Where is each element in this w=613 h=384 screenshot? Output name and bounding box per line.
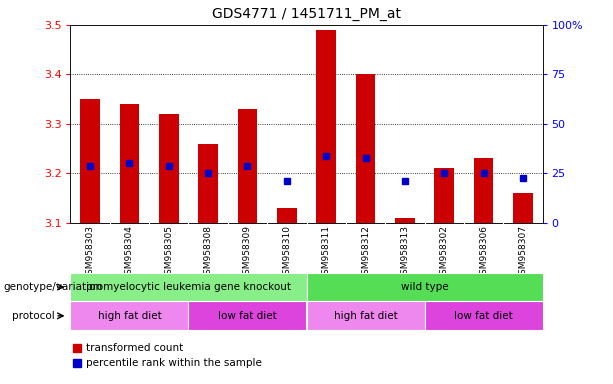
Bar (424, 301, 543, 330)
Text: GSM958305: GSM958305 (164, 225, 173, 280)
Bar (238, 109, 257, 223)
Text: GSM958311: GSM958311 (322, 225, 330, 280)
Text: transformed count: transformed count (86, 343, 183, 353)
Title: GDS4771 / 1451711_PM_at: GDS4771 / 1451711_PM_at (212, 7, 401, 21)
Bar (306, 301, 424, 330)
Text: low fat diet: low fat diet (218, 311, 277, 321)
Text: GSM958306: GSM958306 (479, 225, 488, 280)
Bar (159, 114, 178, 223)
Bar (395, 218, 414, 223)
Text: GSM958307: GSM958307 (519, 225, 527, 280)
Text: low fat diet: low fat diet (454, 311, 513, 321)
Bar (120, 104, 139, 223)
Bar (513, 193, 533, 223)
Text: GSM958304: GSM958304 (125, 225, 134, 280)
Bar (199, 144, 218, 223)
Text: GSM958308: GSM958308 (204, 225, 213, 280)
Bar (70, 273, 306, 301)
Text: protocol: protocol (12, 311, 55, 321)
Text: GSM958309: GSM958309 (243, 225, 252, 280)
Text: promyelocytic leukemia gene knockout: promyelocytic leukemia gene knockout (86, 282, 291, 292)
Text: GSM958313: GSM958313 (400, 225, 409, 280)
Text: wild type: wild type (401, 282, 448, 292)
Bar (70, 301, 189, 330)
Text: genotype/variation: genotype/variation (3, 282, 102, 292)
Text: high fat diet: high fat diet (333, 311, 397, 321)
Bar (306, 273, 543, 301)
Bar (474, 159, 493, 223)
Text: high fat diet: high fat diet (97, 311, 161, 321)
Text: GSM958302: GSM958302 (440, 225, 449, 280)
Bar (316, 30, 336, 223)
Bar (80, 99, 100, 223)
Text: GSM958303: GSM958303 (86, 225, 94, 280)
Bar (435, 168, 454, 223)
Text: GSM958310: GSM958310 (283, 225, 291, 280)
Text: GSM958312: GSM958312 (361, 225, 370, 280)
Bar (356, 74, 375, 223)
Bar (277, 208, 297, 223)
Text: percentile rank within the sample: percentile rank within the sample (86, 358, 262, 368)
Bar (189, 301, 306, 330)
